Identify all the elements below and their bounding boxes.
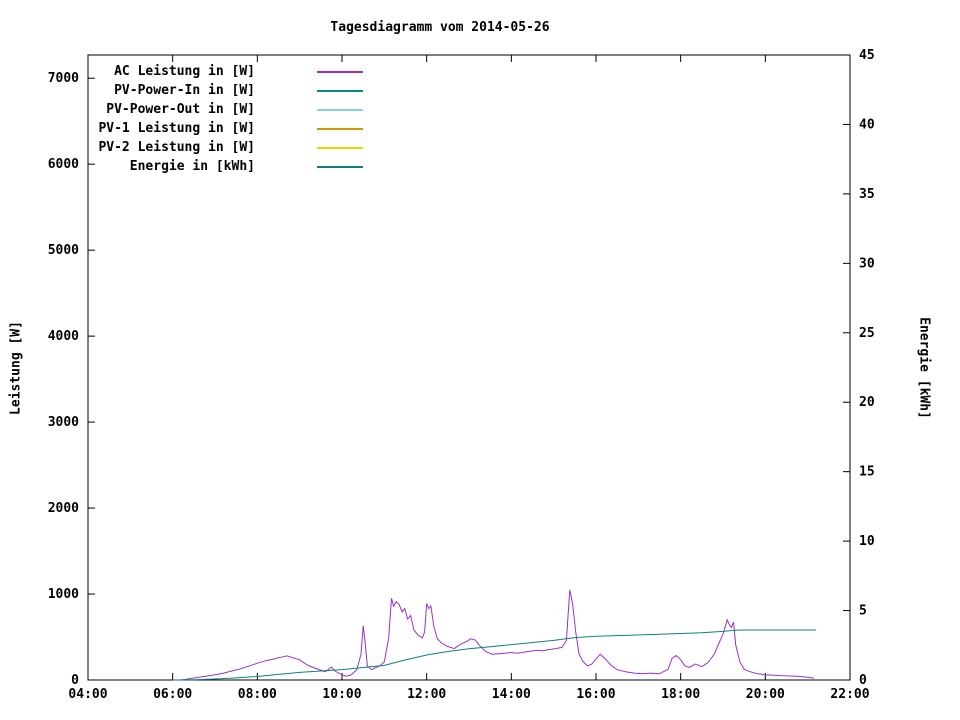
left-tick-label: 7000: [48, 71, 79, 86]
right-tick-label: 10: [859, 534, 875, 549]
left-tick-label: 1000: [48, 587, 79, 602]
x-tick-label: 10:00: [322, 687, 361, 702]
legend-item-swatch: [317, 108, 363, 111]
legend-item-label: PV-1 Leistung in [W]: [98, 121, 255, 136]
right-tick-label: 30: [859, 256, 875, 271]
left-tick-label: 2000: [48, 501, 79, 516]
x-tick-label: 12:00: [407, 687, 446, 702]
legend-item-swatch: [317, 127, 363, 130]
legend-item-2: PV-Power-Out in [W]: [95, 100, 363, 119]
right-tick-label: 5: [859, 604, 867, 619]
right-tick-label: 15: [859, 465, 875, 480]
legend-item-1: PV-Power-In in [W]: [95, 81, 363, 100]
x-tick-label: 18:00: [661, 687, 700, 702]
right-axis-ticks: 0 5 10 15 20 25 30 35 40 45: [843, 48, 875, 688]
right-tick-label: 20: [859, 395, 875, 410]
legend-item-5: Energie in [kWh]: [95, 157, 363, 176]
legend-item-label: PV-Power-Out in [W]: [106, 102, 255, 117]
right-tick-label: 0: [859, 673, 867, 688]
x-tick-label: 14:00: [492, 687, 531, 702]
x-axis-ticks: 04:00 06:00 08:00 10:00 12:00 14:00 16:00 18:00…: [68, 55, 870, 702]
legend-item-swatch: [317, 165, 363, 168]
left-tick-label: 4000: [48, 329, 79, 344]
legend-item-swatch: [317, 146, 363, 149]
legend-item-4: PV-2 Leistung in [W]: [95, 138, 363, 157]
right-tick-label: 35: [859, 187, 875, 202]
legend-item-swatch: [317, 89, 363, 92]
legend: AC Leistung in [W] PV-Power-In in [W] PV-P…: [95, 62, 363, 176]
legend-item-3: PV-1 Leistung in [W]: [95, 119, 363, 138]
legend-item-swatch: [317, 70, 363, 73]
x-tick-label: 16:00: [576, 687, 615, 702]
legend-item-label: PV-Power-In in [W]: [114, 83, 255, 98]
left-tick-label: 5000: [48, 243, 79, 258]
x-tick-label: 06:00: [153, 687, 192, 702]
left-axis-ticks: 0 1000 2000 3000 4000 5000 6000 7000: [48, 71, 95, 688]
legend-item-label: Energie in [kWh]: [129, 159, 255, 174]
x-tick-label: 08:00: [238, 687, 277, 702]
legend-item-label: AC Leistung in [W]: [114, 64, 255, 79]
series-line-5: [172, 629, 817, 681]
x-tick-label: 20:00: [746, 687, 785, 702]
series-line-0: [181, 589, 815, 681]
right-tick-label: 40: [859, 117, 875, 132]
x-tick-label: 22:00: [830, 687, 869, 702]
right-tick-label: 45: [859, 48, 875, 63]
left-tick-label: 0: [71, 673, 79, 688]
plot-border: [87, 54, 851, 681]
legend-item-label: PV-2 Leistung in [W]: [98, 140, 255, 155]
chart-title: Tagesdiagramm vom 2014-05-26: [330, 20, 550, 35]
legend-item-0: AC Leistung in [W]: [95, 62, 363, 81]
right-tick-label: 25: [859, 326, 875, 341]
left-tick-label: 6000: [48, 157, 79, 172]
x-tick-label: 04:00: [68, 687, 107, 702]
left-tick-label: 3000: [48, 415, 79, 430]
